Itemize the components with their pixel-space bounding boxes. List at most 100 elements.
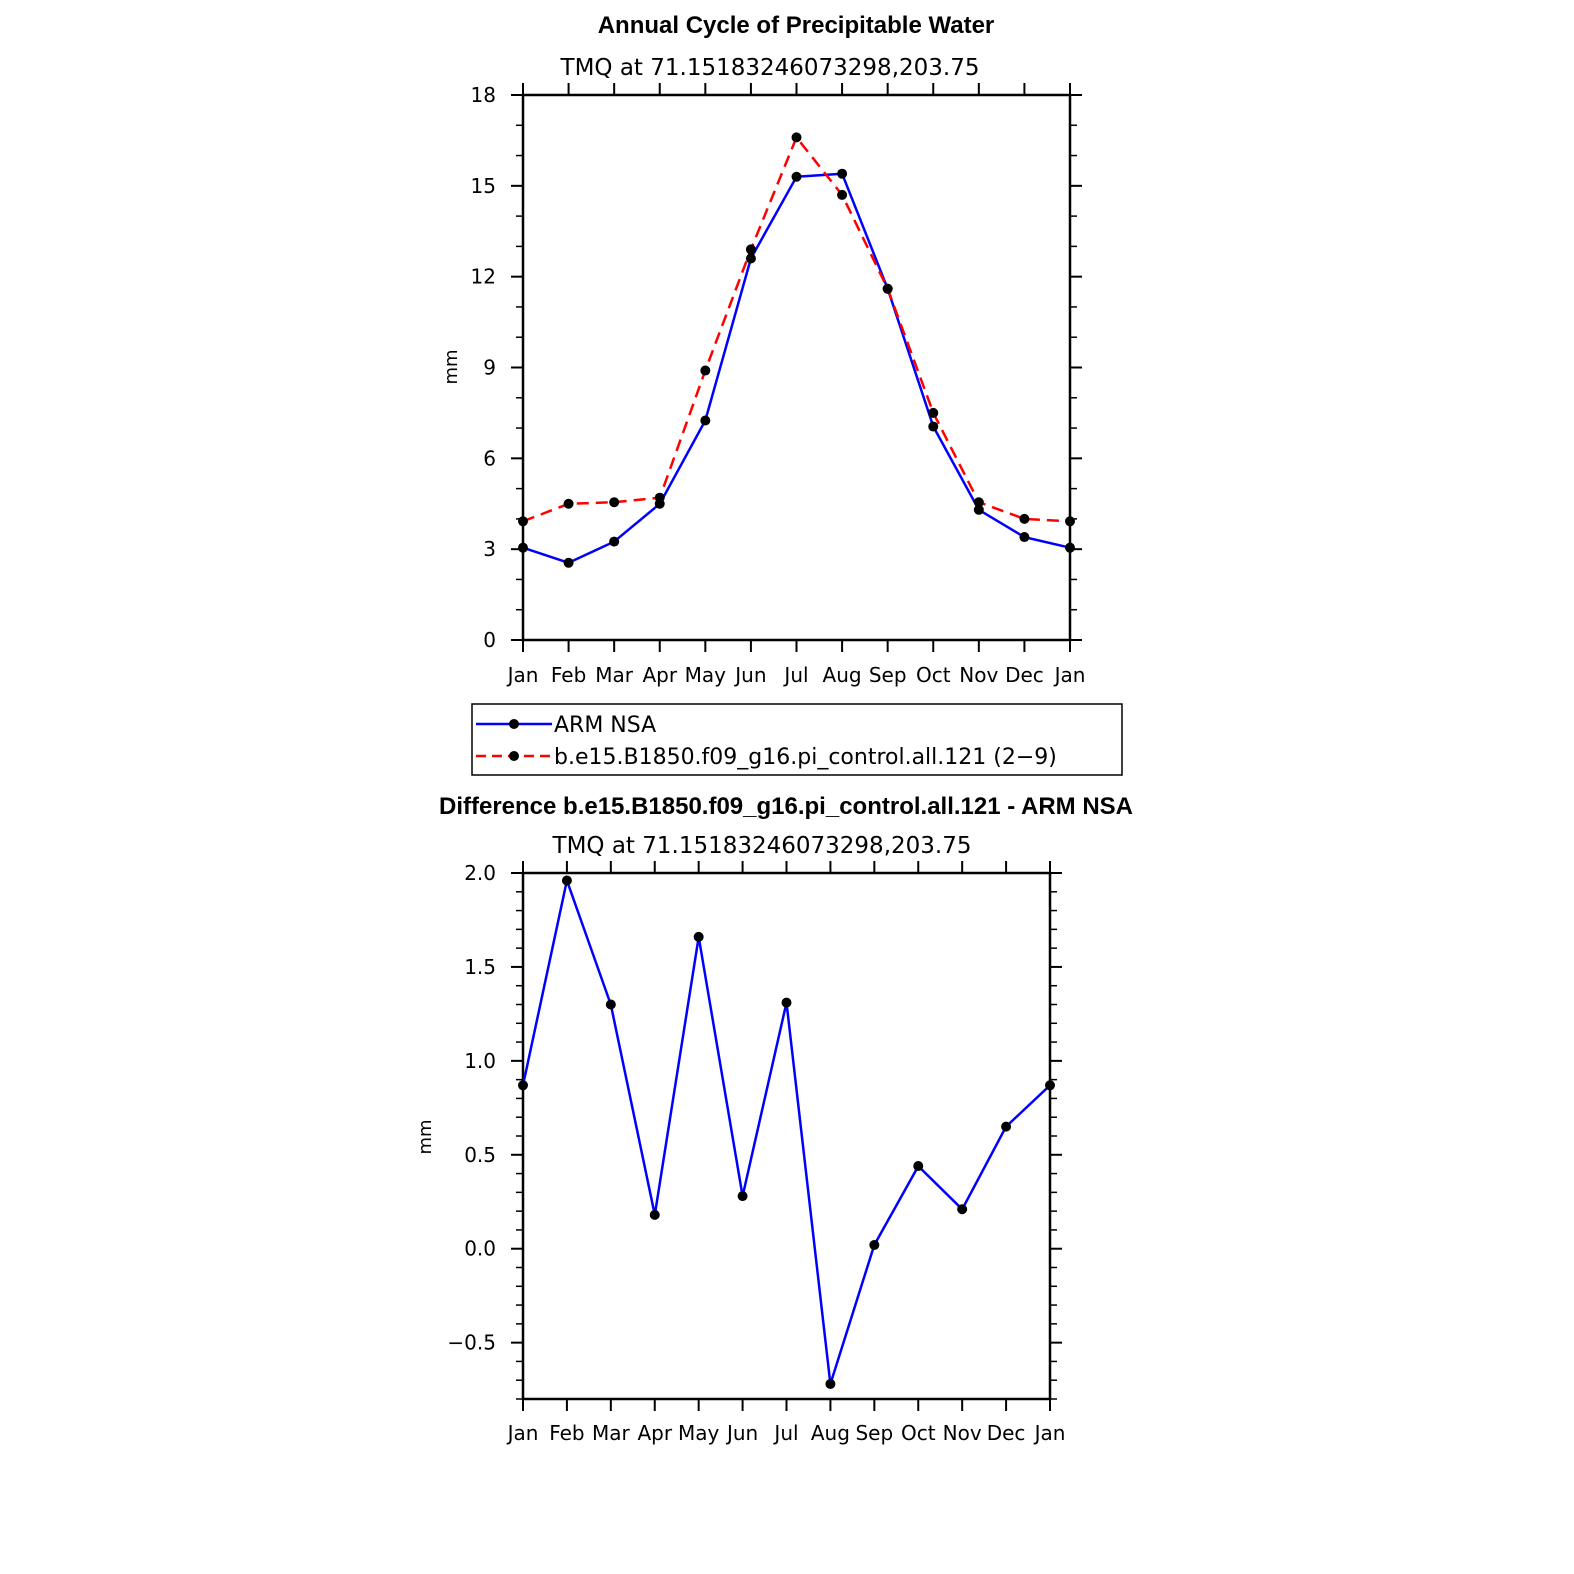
c1-series-1-point	[563, 498, 574, 509]
chart2-tick-labels: −0.5 0.0 0.5 1.0 1.5 2.0 Jan Feb Mar Apr May Jun Jul…	[447, 861, 1065, 1445]
c1-series-0-point	[1065, 542, 1075, 553]
c1-xtick-label: Sep	[869, 663, 907, 687]
c1-xtick-label: Apr	[642, 663, 677, 687]
c2-xtick-label: May	[678, 1421, 720, 1445]
c2-series-0-point	[737, 1191, 748, 1202]
chart2-markers	[518, 875, 1055, 1389]
c2-ytick-label: 1.5	[464, 955, 496, 979]
legend-marker-arm-nsa	[509, 719, 519, 729]
c1-series-1-point	[928, 407, 939, 418]
c2-series-0-point	[825, 1378, 836, 1389]
c1-series-0-point	[563, 557, 574, 568]
legend-marker-model	[509, 751, 519, 761]
c2-xtick-label: Nov	[943, 1421, 982, 1445]
c1-series-1-point	[1019, 513, 1030, 524]
chart1-series	[522, 136, 1071, 565]
c2-series-0-point	[781, 997, 792, 1008]
c2-series-0-point	[957, 1204, 968, 1215]
chart2-subtitle: TMQ at 71.15183246073298,203.75	[552, 833, 972, 859]
chart1-title: Annual Cycle of Precipitable Water	[598, 12, 995, 39]
c1-series-line-1	[522, 136, 1071, 523]
c1-series-0-point	[928, 421, 939, 432]
c2-series-0-point	[561, 875, 572, 886]
difference-chart: Difference b.e15.B1850.f09_g16.pi_contro…	[415, 793, 1133, 1445]
c2-xtick-label: Oct	[901, 1421, 936, 1445]
c1-series-0-point	[837, 168, 848, 179]
c1-series-1-point	[882, 283, 893, 294]
c1-xtick-label: May	[685, 663, 727, 687]
legend-label-arm-nsa: ARM NSA	[554, 713, 656, 738]
chart2-title: Difference b.e15.B1850.f09_g16.pi_contro…	[439, 793, 1133, 820]
c1-ytick-label: 15	[471, 174, 496, 198]
c1-xtick-label: Jan	[1053, 663, 1086, 687]
c1-series-1-point	[654, 492, 665, 503]
c2-series-0-point	[693, 931, 704, 942]
chart1-tick-labels: 0 3 6 9 12 15 18 Jan Feb Mar Apr May Jun Jul Aug Sep Oct…	[471, 83, 1086, 687]
c1-series-0-point	[700, 415, 711, 426]
c1-series-1-point	[1065, 516, 1075, 527]
c1-series-1-point	[518, 516, 528, 527]
c1-ytick-label: 18	[471, 83, 496, 107]
c1-series-0-point	[1019, 532, 1030, 543]
c2-xtick-label: Jun	[725, 1421, 758, 1445]
c1-xtick-label: Nov	[959, 663, 998, 687]
annual-cycle-chart: Annual Cycle of Precipitable Water TMQ a…	[441, 12, 1085, 687]
c2-ytick-label: −0.5	[447, 1331, 496, 1355]
c1-xtick-label: Jul	[782, 663, 808, 687]
c1-series-0-point	[609, 536, 620, 547]
c1-ytick-label: 9	[483, 356, 496, 380]
legend-label-model: b.e15.B1850.f09_g16.pi_control.all.121 (…	[554, 745, 1057, 770]
c2-plot-frame	[521, 871, 1052, 1401]
c2-xtick-label: Apr	[637, 1421, 672, 1445]
c2-ytick-label: 0.5	[464, 1143, 496, 1167]
c2-xtick-label: Jan	[1033, 1421, 1066, 1445]
c1-xtick-label: Dec	[1005, 663, 1044, 687]
c2-series-0-point	[869, 1239, 880, 1250]
c1-series-0-point	[791, 171, 802, 182]
chart1-legend: ARM NSA b.e15.B1850.f09_g16.pi_control.a…	[471, 703, 1123, 776]
c1-series-1-point	[973, 497, 984, 508]
c2-xtick-label: Feb	[549, 1421, 584, 1445]
c2-series-0-point	[605, 999, 616, 1010]
c1-ytick-label: 6	[483, 446, 496, 470]
c2-series-0-point	[518, 1080, 528, 1091]
c1-series-1-point	[791, 132, 802, 143]
c1-series-0-point	[973, 504, 984, 515]
c2-series-0-point	[1001, 1121, 1012, 1132]
c2-ytick-label: 1.0	[464, 1049, 496, 1073]
c1-series-line-0	[522, 172, 1071, 565]
c1-xtick-label: Aug	[823, 663, 862, 687]
chart1-subtitle: TMQ at 71.15183246073298,203.75	[560, 55, 980, 81]
c2-xtick-label: Aug	[811, 1421, 850, 1445]
c1-ytick-label: 0	[483, 628, 496, 652]
chart1-axes	[511, 83, 1082, 652]
c1-xtick-label: Jun	[733, 663, 766, 687]
c2-xtick-label: Sep	[855, 1421, 893, 1445]
c1-xtick-label: Mar	[595, 663, 634, 687]
c2-ytick-label: 2.0	[464, 861, 496, 885]
c1-series-1-point	[745, 244, 756, 255]
chart2-y-axis-label: mm	[415, 1119, 436, 1154]
c1-series-1-point	[609, 497, 620, 508]
c1-xtick-label: Jan	[506, 663, 539, 687]
c2-xtick-label: Jul	[772, 1421, 798, 1445]
c2-xtick-label: Jan	[506, 1421, 539, 1445]
c1-xtick-label: Oct	[916, 663, 951, 687]
c1-series-0-point	[745, 253, 756, 264]
c2-xtick-label: Dec	[987, 1421, 1026, 1445]
c1-series-0-point	[518, 542, 528, 553]
chart2-axes	[511, 861, 1062, 1411]
c2-series-0-point	[913, 1161, 924, 1172]
c2-ytick-label: 0.0	[464, 1237, 496, 1261]
c2-series-0-point	[649, 1209, 660, 1220]
c1-ytick-label: 12	[471, 265, 496, 289]
c1-series-1-point	[700, 365, 711, 376]
c2-xtick-label: Mar	[592, 1421, 631, 1445]
chart2-series	[521, 879, 1051, 1386]
legend-box	[471, 703, 1123, 776]
chart1-markers	[518, 132, 1075, 568]
c2-series-line-0	[521, 879, 1051, 1386]
chart1-y-axis-label: mm	[441, 349, 462, 384]
c1-ytick-label: 3	[483, 537, 496, 561]
